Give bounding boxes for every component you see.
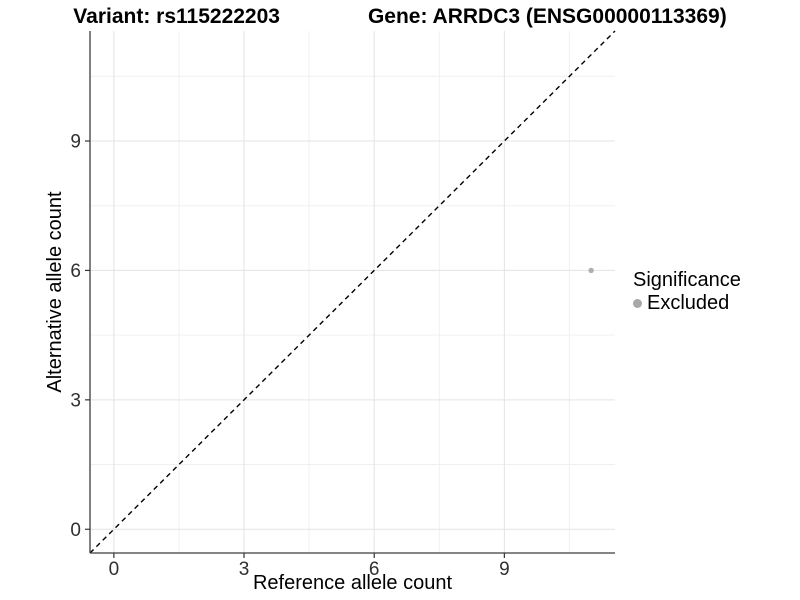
x-tick-label: 6: [369, 559, 380, 580]
y-tick-label: 3: [70, 390, 81, 411]
legend-point-icon: [633, 298, 642, 308]
legend-item-excluded: Excluded: [632, 292, 741, 314]
y-tick-label: 0: [70, 520, 81, 541]
x-tick-label: 3: [239, 559, 250, 580]
legend-title: Significance: [633, 269, 741, 291]
x-tick-label: 0: [109, 559, 120, 580]
axis-lines: [89, 31, 615, 554]
minor-gridlines: [90, 31, 615, 553]
x-axis-label: Reference allele count: [252, 572, 452, 594]
major-gridlines: [90, 31, 615, 553]
x-tick-label: 9: [499, 559, 510, 580]
legend: Significance Excluded: [632, 268, 741, 314]
data-point: [588, 267, 594, 274]
title-variant: Variant: rs115222203: [73, 5, 280, 28]
y-axis-label: Alternative allele count: [44, 191, 66, 393]
chart-title: Variant: rs115222203 Gene: ARRDC3 (ENSG0…: [0, 5, 800, 29]
data-points: [588, 267, 594, 274]
identity-dashed-line: [89, 30, 616, 554]
y-tick-label: 6: [70, 261, 81, 282]
identity-line: [89, 30, 616, 554]
title-gene: Gene: ARRDC3 (ENSG00000113369): [367, 5, 727, 28]
tick-labels: 0 3 6 9 0 3 6 9: [70, 132, 509, 580]
tick-marks: [85, 140, 505, 558]
legend-item-label: Excluded: [647, 292, 730, 314]
y-tick-label: 9: [70, 132, 81, 153]
